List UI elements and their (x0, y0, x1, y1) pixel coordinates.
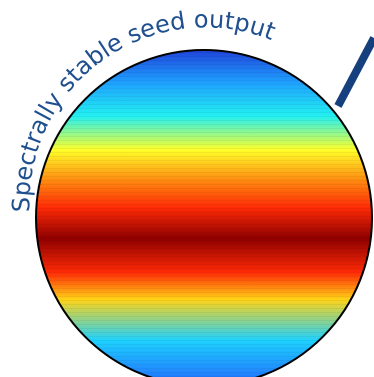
arrow (334, 36, 374, 108)
interference-disc (35, 49, 373, 377)
